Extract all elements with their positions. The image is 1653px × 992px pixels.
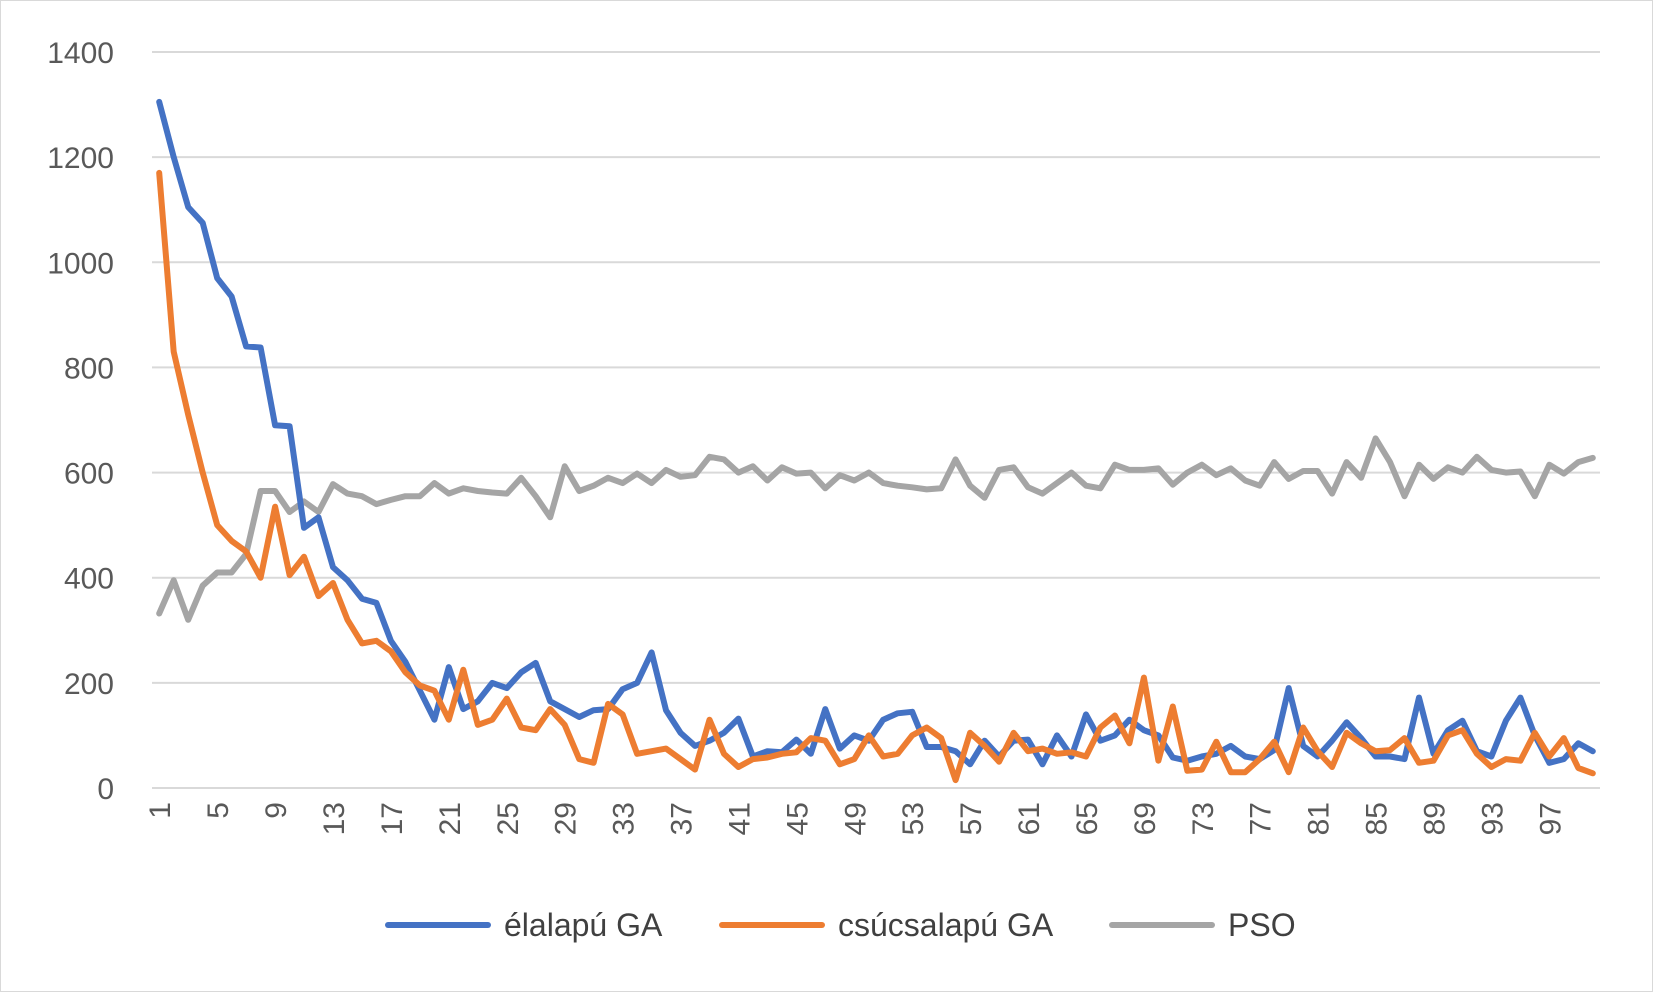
x-tick-label: 61	[1013, 802, 1046, 835]
x-tick-label: 65	[1071, 802, 1104, 835]
y-tick-label: 1000	[47, 247, 114, 280]
x-tick-label: 21	[434, 802, 467, 835]
series-line-2	[156, 435, 1596, 623]
x-tick-label: 37	[666, 802, 699, 835]
x-tick-label: 77	[1245, 802, 1278, 835]
legend-label-0: élalapú GA	[504, 907, 663, 943]
gridlines	[152, 51, 1600, 789]
y-tick-label: 1200	[47, 142, 114, 175]
y-tick-label: 600	[64, 458, 114, 491]
series-lines	[156, 98, 1596, 784]
x-tick-label: 81	[1303, 802, 1336, 835]
y-tick-label: 400	[64, 563, 114, 596]
x-tick-label: 9	[260, 802, 293, 819]
x-tick-label: 45	[781, 802, 814, 835]
x-tick-label: 73	[1187, 802, 1220, 835]
x-tick-label: 69	[1129, 802, 1162, 835]
legend-label-1: csúcsalapú GA	[838, 907, 1054, 943]
legend: élalapú GA csúcsalapú GA PSO	[385, 907, 1296, 943]
series-line-0	[156, 98, 1596, 768]
x-tick-label: 85	[1361, 802, 1394, 835]
x-tick-label: 93	[1476, 802, 1509, 835]
x-tick-label: 1	[144, 802, 177, 819]
x-tick-label: 41	[723, 802, 756, 835]
x-tick-label: 89	[1418, 802, 1451, 835]
x-tick-label: 13	[318, 802, 351, 835]
y-tick-label: 200	[64, 668, 114, 701]
x-axis-tick-labels: 1 5 9 13 17 21 25 29 33 37 41 45 49 53 57 61 65 69 73 77 81 8…	[144, 802, 1567, 835]
x-tick-label: 57	[955, 802, 988, 835]
y-tick-label: 1400	[47, 37, 114, 70]
x-tick-label: 97	[1534, 802, 1567, 835]
x-tick-label: 5	[202, 802, 235, 819]
x-tick-label: 53	[897, 802, 930, 835]
x-tick-label: 17	[376, 802, 409, 835]
x-tick-label: 49	[839, 802, 872, 835]
y-axis-tick-labels: 0 200 400 600 800 1000 1200 1400	[47, 37, 114, 806]
series-line-1	[156, 169, 1596, 784]
y-tick-label: 800	[64, 352, 114, 385]
x-tick-label: 29	[550, 802, 583, 835]
y-tick-label: 0	[97, 773, 114, 806]
x-tick-label: 25	[492, 802, 525, 835]
x-tick-label: 33	[608, 802, 641, 835]
legend-label-2: PSO	[1228, 907, 1296, 943]
